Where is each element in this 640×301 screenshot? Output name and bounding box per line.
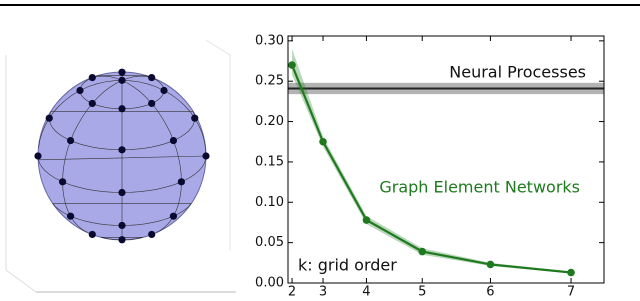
- sphere-node: [118, 188, 126, 197]
- sphere-node: [88, 230, 96, 239]
- sphere-node: [59, 178, 67, 186]
- sphere-node: [66, 136, 75, 145]
- sphere-node: [34, 152, 42, 160]
- data-point: [486, 260, 495, 269]
- y-tick-label: 0.10: [255, 195, 284, 210]
- sphere-node: [160, 86, 168, 95]
- sphere-node: [66, 212, 75, 220]
- plot-frame: [287, 35, 605, 284]
- y-tick-label: 0.25: [255, 74, 284, 89]
- sphere-grid: [121, 80, 207, 157]
- x-tick-label: 3: [319, 285, 327, 298]
- sphere-illustration: [5, 39, 236, 293]
- sphere-node: [177, 178, 185, 186]
- sphere-grid: [121, 75, 152, 81]
- series-label: Graph Element Networks: [379, 178, 580, 197]
- sphere-node: [118, 146, 126, 154]
- sphere-node: [118, 76, 126, 84]
- sphere-node: [45, 114, 53, 122]
- sphere-node: [118, 236, 126, 244]
- sphere-node: [88, 99, 96, 108]
- sphere-node: [169, 212, 178, 220]
- y-tick-label: 0.20: [255, 114, 284, 129]
- sphere-node: [202, 152, 210, 160]
- series-line: [291, 64, 572, 274]
- annotation: k: grid order: [298, 256, 397, 275]
- sphere-node: [148, 99, 156, 108]
- sphere-node: [118, 221, 126, 230]
- sphere-node: [191, 114, 199, 122]
- data-point: [418, 247, 427, 256]
- x-tick-label: 2: [288, 285, 296, 298]
- box-edge: [205, 39, 231, 250]
- data-point: [362, 216, 371, 224]
- y-tick-label: 0.30: [255, 33, 284, 48]
- y-tick-label: 0.00: [255, 276, 284, 291]
- x-tick-label: 6: [486, 285, 494, 298]
- x-tick-label: 7: [567, 285, 575, 298]
- sphere-grid: [38, 80, 123, 149]
- x-tick-label: 4: [362, 285, 370, 298]
- data-point: [319, 137, 327, 146]
- sphere-node: [76, 86, 84, 95]
- data-point: [288, 61, 296, 69]
- y-tick-label: 0.15: [255, 154, 284, 169]
- sphere-node: [148, 73, 156, 82]
- sphere-node: [88, 73, 96, 82]
- y-tick-label: 0.05: [255, 235, 284, 250]
- sphere-node: [118, 68, 126, 76]
- x-tick-label: 5: [418, 285, 426, 298]
- sphere-grid: [92, 75, 123, 81]
- reference-label: Neural Processes: [449, 62, 586, 81]
- sphere-node: [118, 105, 126, 113]
- data-point: [567, 268, 575, 277]
- sphere-node: [148, 230, 156, 239]
- sphere-node: [169, 136, 178, 145]
- box-edge: [5, 55, 37, 293]
